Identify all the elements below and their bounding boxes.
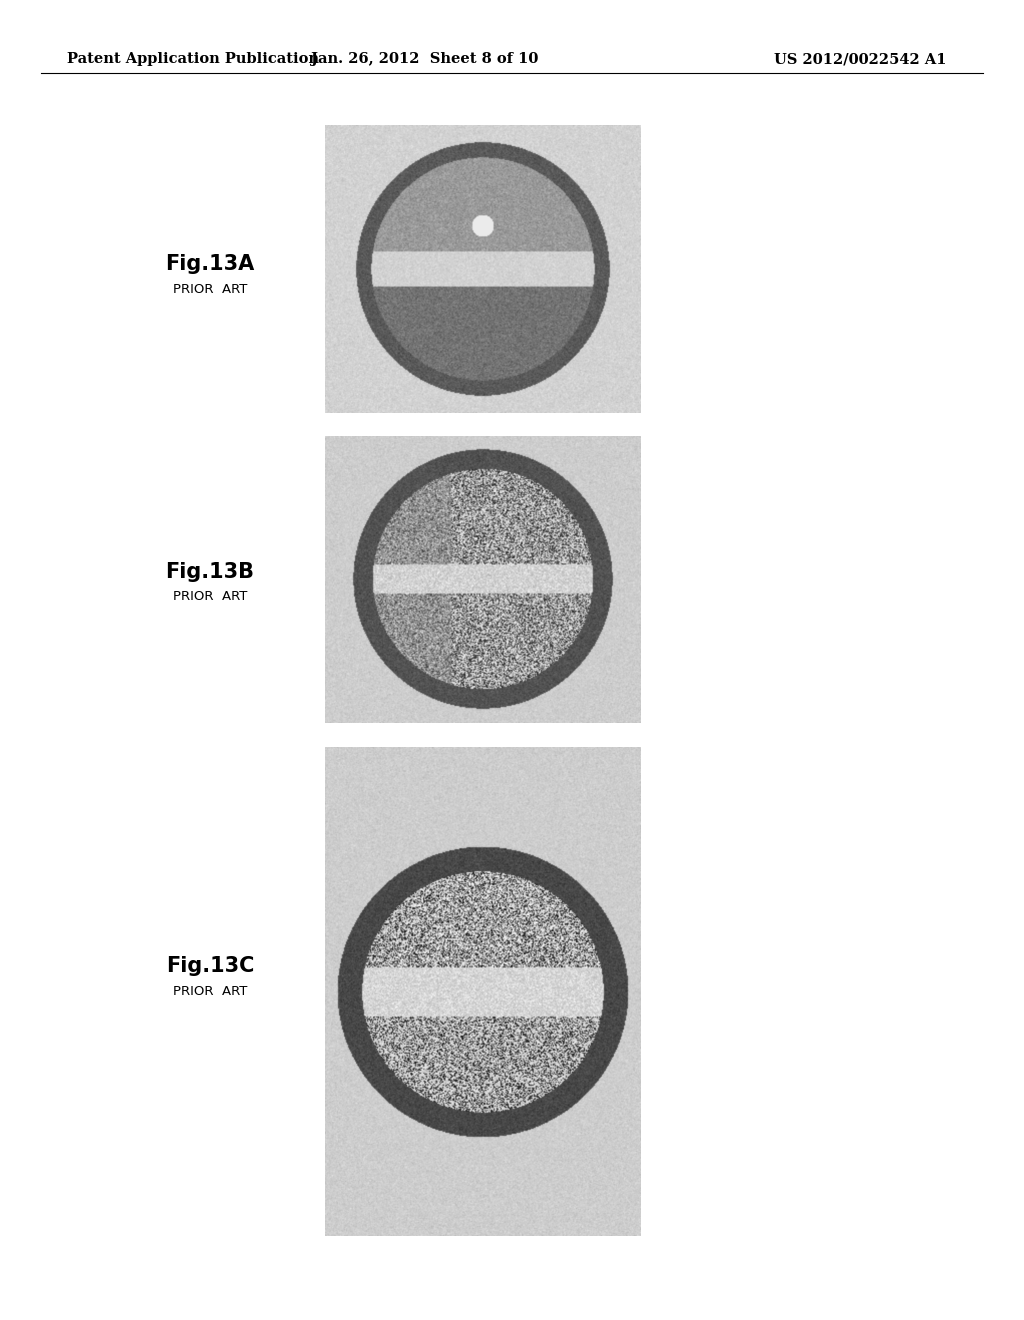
Text: Jan. 26, 2012  Sheet 8 of 10: Jan. 26, 2012 Sheet 8 of 10 [311,53,539,66]
Text: PRIOR  ART: PRIOR ART [173,985,247,998]
Text: Fig.13C: Fig.13C [166,956,254,977]
Text: Fig.13A: Fig.13A [165,253,255,275]
Text: US 2012/0022542 A1: US 2012/0022542 A1 [774,53,946,66]
Text: PRIOR  ART: PRIOR ART [173,282,247,296]
Text: Fig.13B: Fig.13B [166,561,254,582]
Text: Patent Application Publication: Patent Application Publication [67,53,318,66]
Text: PRIOR  ART: PRIOR ART [173,590,247,603]
